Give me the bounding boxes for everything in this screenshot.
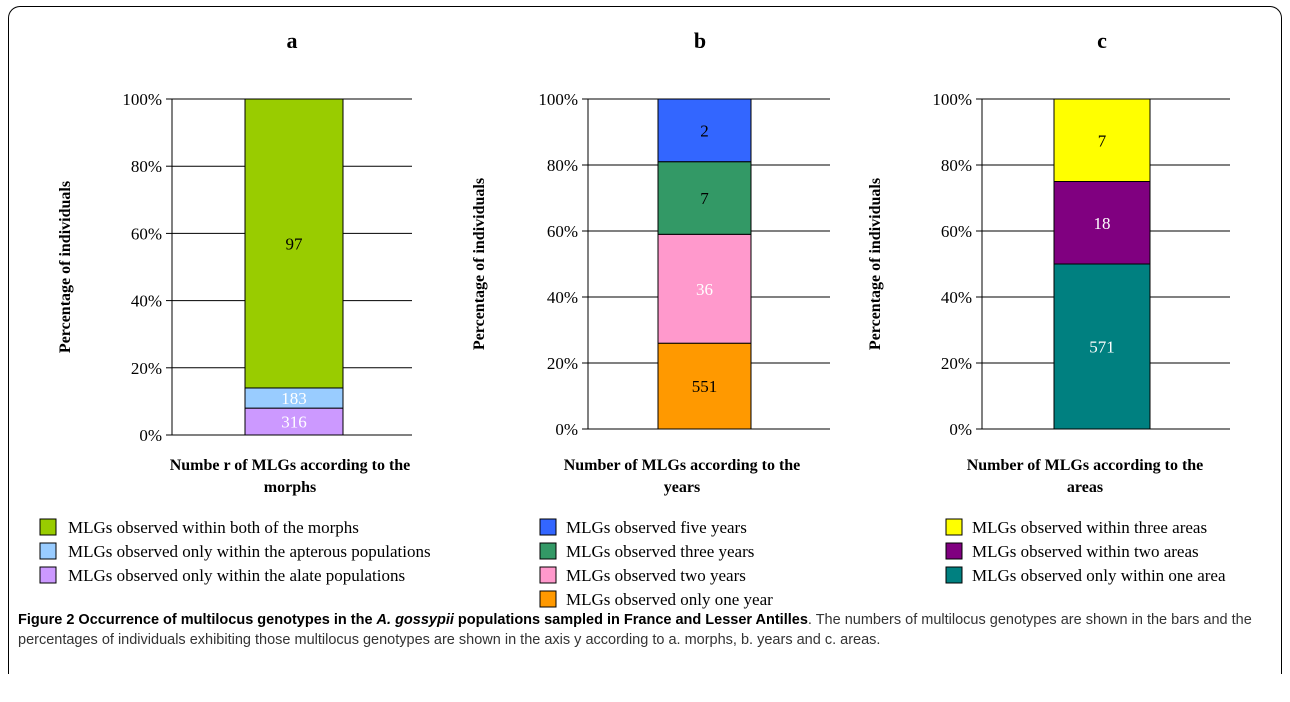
chart-b-segment-label: 36 [696,280,713,299]
chart-c-segment-label: 7 [1098,131,1107,150]
chart-b-y-tick-label: 40% [547,288,578,307]
chart-c-bar-segment [1053,263,1151,430]
chart-a-legend-label: MLGs observed only within the apterous p… [68,542,431,561]
chart-a-segment-label: 316 [281,413,307,432]
chart-b-y-tick-label: 20% [547,354,578,373]
chart-b-legend-label: MLGs observed only one year [566,590,773,609]
chart-b-y-tick-label: 60% [547,222,578,241]
chart-c-y-tick-label: 100% [932,90,972,109]
chart-a-y-axis-label: Percentage of individuals [57,181,74,353]
chart-b-segment-label: 2 [700,121,709,140]
chart-c-legend-label: MLGs observed within three areas [972,518,1207,537]
chart-c-legend-swatch [945,566,963,584]
chart-c-x-axis-label: Number of MLGs according to the [967,457,1204,474]
chart-a-y-tick-label: 100% [122,90,162,109]
chart-b-legend-label: MLGs observed five years [566,518,747,537]
caption-bold-prefix: Figure 2 Occurrence of multilocus genoty… [18,612,377,628]
chart-b-segment-label: 7 [700,189,709,208]
chart-a-y-tick-label: 40% [131,292,162,311]
chart-b-legend-swatch [539,566,557,584]
chart-a-bar-segment [244,407,344,436]
figure-frame [8,6,1282,674]
chart-a-bar-segment [244,98,344,389]
chart-c-bar-segment [1053,181,1151,265]
chart-a-legend-label: MLGs observed only within the alate popu… [68,566,405,585]
chart-b-y-tick-label: 80% [547,156,578,175]
chart-c-legend-swatch [945,542,963,560]
chart-b-legend-swatch [539,590,557,608]
chart-b-x-axis-label: years [664,479,700,496]
chart-b-y-tick-label: 100% [538,90,578,109]
caption-rest: . The numbers of multilocus genotypes ar… [18,612,1252,648]
chart-a-segment-label: 183 [281,389,307,408]
chart-a-y-tick-label: 60% [131,224,162,243]
chart-b-legend-label: MLGs observed three years [566,542,754,561]
caption-species: A. gossypii [376,612,454,628]
chart-a-y-tick-label: 0% [139,426,162,445]
chart-c-segment-label: 18 [1094,214,1111,233]
chart-b-legend-swatch [539,542,557,560]
chart-b-y-axis-label: Percentage of individuals [471,178,488,350]
chart-a-x-axis-label: morphs [264,479,316,496]
chart-a-legend-label: MLGs observed within both of the morphs [68,518,359,537]
chart-c-y-tick-label: 80% [941,156,972,175]
chart-b-panel-letter: b [694,28,706,53]
chart-b-bar-segment [657,342,752,430]
chart-a-y-tick-label: 20% [131,359,162,378]
chart-b-segment-label: 551 [692,377,718,396]
chart-c-y-tick-label: 60% [941,222,972,241]
chart-b-bar-segment [657,98,752,163]
chart-a-x-axis-label: Numbe r of MLGs according to the [170,457,411,474]
chart-a-legend-swatch [39,542,57,560]
chart-b-legend-label: MLGs observed two years [566,566,746,585]
chart-c-x-axis-label: areas [1067,479,1103,496]
chart-c-segment-label: 571 [1089,338,1115,357]
chart-b-x-axis-label: Number of MLGs according to the [564,457,801,474]
chart-c-legend-label: MLGs observed within two areas [972,542,1199,561]
chart-c-y-tick-label: 40% [941,288,972,307]
chart-c-legend-label: MLGs observed only within one area [972,566,1226,585]
chart-a-y-tick-label: 80% [131,157,162,176]
chart-c-bar-segment [1053,98,1151,182]
caption-bold-suffix: populations sampled in France and Lesser… [453,612,808,628]
chart-b-y-tick-label: 0% [555,420,578,439]
chart-c-panel-letter: c [1097,28,1107,53]
chart-b-legend-swatch [539,518,557,536]
chart-c-legend-swatch [945,518,963,536]
chart-a-panel-letter: a [287,28,298,53]
figure-caption: Figure 2 Occurrence of multilocus genoty… [18,610,1280,650]
chart-a-legend-swatch [39,566,57,584]
chart-a-segment-label: 97 [286,234,304,253]
chart-a-legend-swatch [39,518,57,536]
chart-b-bar-segment [657,161,752,235]
chart-c-y-axis-label: Percentage of individuals [867,178,884,350]
chart-c-y-tick-label: 0% [949,420,972,439]
chart-c-y-tick-label: 20% [941,354,972,373]
